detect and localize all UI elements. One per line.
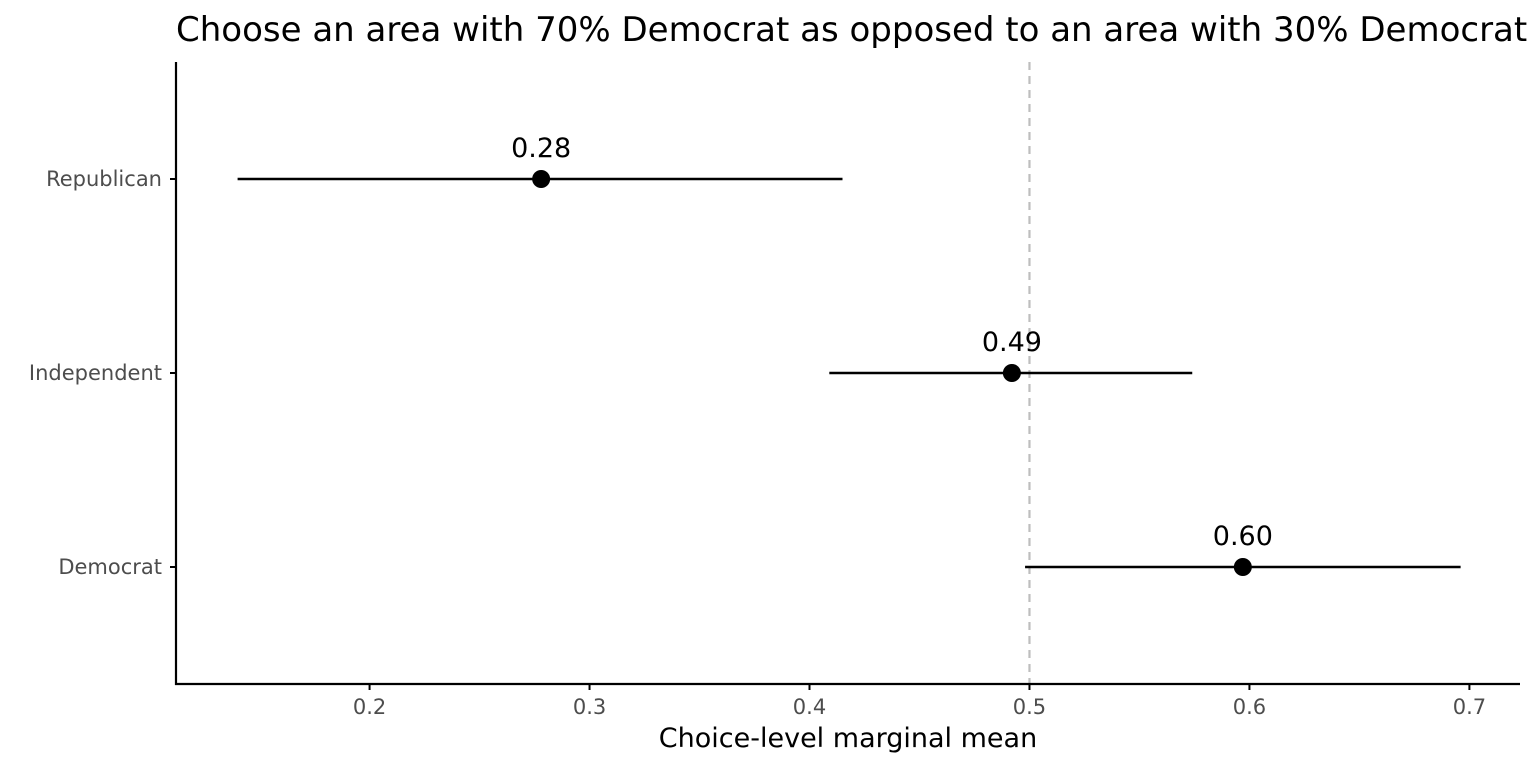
x-tick-label: 0.6 xyxy=(1233,695,1266,719)
chart-title: Choose an area with 70% Democrat as oppo… xyxy=(176,10,1527,50)
x-tick-label: 0.3 xyxy=(573,695,606,719)
marks-layer: 0.28 0.49 0.60 xyxy=(237,133,1461,576)
y-tick-label: Republican xyxy=(46,167,162,191)
x-tick-label: 0.7 xyxy=(1453,695,1486,719)
data-label: 0.60 xyxy=(1213,521,1273,552)
x-axis-title: Choice-level marginal mean xyxy=(659,723,1037,754)
point xyxy=(1002,364,1021,382)
point xyxy=(1233,558,1252,576)
y-tick-label: Democrat xyxy=(58,555,162,579)
point xyxy=(532,170,551,188)
x-tick-label: 0.2 xyxy=(353,695,386,719)
data-label: 0.28 xyxy=(511,133,571,164)
data-label: 0.49 xyxy=(982,327,1042,358)
x-tick-label: 0.5 xyxy=(1013,695,1046,719)
tick-layer: 0.2 0.3 0.4 0.5 0.6 0.7 Republican Independent D… xyxy=(29,167,1486,719)
x-tick-label: 0.4 xyxy=(793,695,826,719)
y-tick-label: Independent xyxy=(29,361,162,385)
